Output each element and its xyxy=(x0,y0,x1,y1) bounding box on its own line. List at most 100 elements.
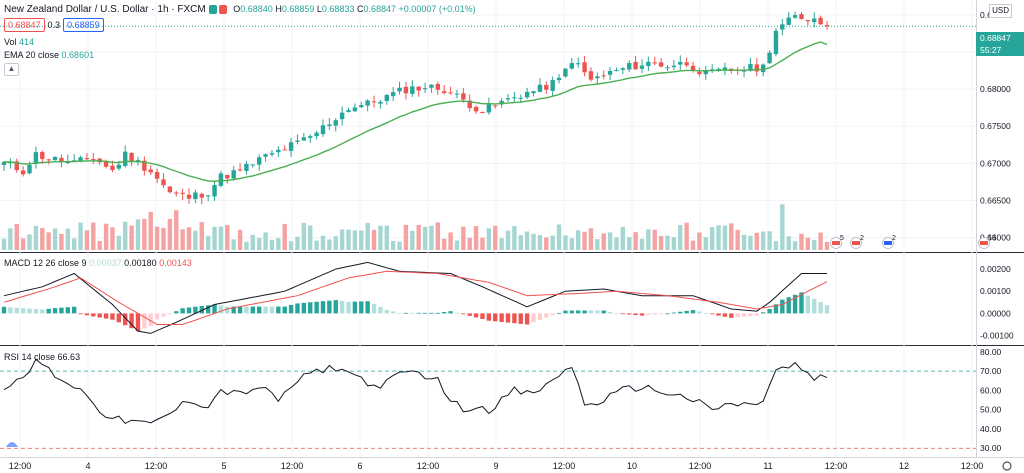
candle-body xyxy=(799,14,804,20)
macd-histogram-bar xyxy=(709,313,715,315)
volume-bar xyxy=(135,219,141,250)
volume-bar xyxy=(154,226,160,250)
volume-bar xyxy=(799,233,804,250)
event-badge-icon[interactable]: 13 xyxy=(978,235,996,249)
macd-histogram-bar xyxy=(620,313,626,315)
volume-bar xyxy=(544,237,549,250)
volume-bar xyxy=(531,233,536,250)
time-tick-label: 12:00 xyxy=(553,461,576,471)
volume-legend[interactable]: Vol 414 xyxy=(4,36,34,48)
volume-bar xyxy=(91,222,96,250)
remove-icon[interactable] xyxy=(219,5,228,15)
candle-body xyxy=(403,86,409,94)
macd-histogram-bar xyxy=(780,299,785,314)
volume-bar xyxy=(716,225,721,250)
macd-histogram-bar xyxy=(339,300,345,314)
macd-histogram-bar xyxy=(748,313,753,317)
candle-body xyxy=(59,157,64,163)
visibility-icon[interactable] xyxy=(209,5,218,15)
macd-histogram-bar xyxy=(716,313,721,316)
macd-histogram-bar xyxy=(722,313,728,317)
volume-bar xyxy=(735,229,740,250)
macd-histogram-bar xyxy=(1,306,7,314)
price-tick-label: 0.68000 xyxy=(980,84,1011,94)
time-tick-label: 5 xyxy=(221,461,226,471)
volume-bar xyxy=(512,226,517,250)
macd-histogram-bar xyxy=(505,313,511,323)
rsi-legend[interactable]: RSI 14 close 66.63 xyxy=(4,351,80,363)
volume-bar xyxy=(116,235,122,250)
candle-body xyxy=(1,161,7,165)
macd-histogram-bar xyxy=(473,313,479,318)
candle-body xyxy=(71,160,77,162)
rsi-tick-label: 80.00 xyxy=(980,347,1002,357)
event-badges[interactable]: 5 2 2 13 xyxy=(830,235,996,249)
symbol-title[interactable]: New Zealand Dollar / U.S. Dollar · 1h · … xyxy=(4,4,206,15)
volume-bar xyxy=(250,234,256,250)
volume-bar xyxy=(33,225,39,250)
candle-body xyxy=(371,101,377,103)
collapse-legend-icon[interactable]: ▲ xyxy=(4,63,19,76)
macd-histogram-bar xyxy=(678,311,683,314)
event-badge-icon[interactable]: 2 xyxy=(850,235,865,249)
ema-legend[interactable]: EMA 20 close 0.68601 xyxy=(4,49,94,61)
ema-20-line xyxy=(4,41,828,183)
event-badge-icon[interactable]: 5 xyxy=(830,235,845,249)
candle-body xyxy=(582,62,587,73)
volume-bar xyxy=(678,225,683,250)
rsi-tick-label: 40.00 xyxy=(980,424,1002,434)
macd-histogram-bar xyxy=(812,298,817,314)
volume-bar xyxy=(627,237,632,250)
time-tick-label: 12:00 xyxy=(689,461,712,471)
macd-histogram-bar xyxy=(824,305,830,314)
volume-bar xyxy=(97,240,102,250)
macd-histogram-bar xyxy=(671,312,677,314)
volume-bar xyxy=(276,238,281,250)
currency-label[interactable]: USD xyxy=(989,4,1012,18)
volume-bar xyxy=(410,230,415,250)
volume-bar xyxy=(397,241,402,250)
candle-body xyxy=(722,67,728,70)
candle-body xyxy=(20,170,26,175)
open-label: O xyxy=(233,4,241,14)
candle-body xyxy=(14,161,19,171)
volume-label: Vol xyxy=(4,37,17,47)
candle-body xyxy=(180,192,185,194)
candle-body xyxy=(480,111,485,114)
volume-bar xyxy=(658,236,664,250)
candle-body xyxy=(116,164,122,169)
rsi-label: RSI 14 close xyxy=(4,352,56,362)
symbol-legend: New Zealand Dollar / U.S. Dollar · 1h · … xyxy=(4,3,476,16)
volume-bar xyxy=(633,232,638,250)
macd-legend[interactable]: MACD 12 26 close 9 0.00037 0.00180 0.001… xyxy=(4,257,192,269)
volume-bar xyxy=(8,228,13,250)
macd-histogram-bar xyxy=(167,313,173,315)
volume-bar xyxy=(403,224,409,250)
macd-histogram-bar xyxy=(799,292,804,314)
volume-bar xyxy=(537,235,543,250)
macd-histogram-bar xyxy=(390,311,396,314)
macd-hist-value: 0.00037 xyxy=(89,258,122,268)
macd-histogram-bar xyxy=(288,304,294,314)
event-badge-count: 13 xyxy=(988,235,996,242)
volume-bar xyxy=(301,222,307,250)
volume-bar xyxy=(110,227,115,250)
candle-body xyxy=(678,61,683,65)
macd-histogram-bar xyxy=(327,300,332,314)
candle-body xyxy=(524,91,530,98)
rsi-tick-label: 60.00 xyxy=(980,385,1002,395)
macd-histogram-bar xyxy=(512,313,517,324)
sell-button[interactable]: 0.68847 xyxy=(4,18,45,32)
macd-histogram-bar xyxy=(493,313,498,322)
buy-button[interactable]: 0.68859 xyxy=(63,18,104,32)
candle-body xyxy=(646,61,651,67)
event-badge-icon[interactable]: 2 xyxy=(882,235,897,249)
macd-histogram-bar xyxy=(282,306,287,314)
candle-body xyxy=(46,159,51,161)
time-tick-label: 12:00 xyxy=(9,461,32,471)
volume-bar xyxy=(256,238,262,250)
volume-bar xyxy=(665,235,670,250)
ema-label: EMA 20 close xyxy=(4,50,60,60)
volume-bar xyxy=(671,237,677,250)
